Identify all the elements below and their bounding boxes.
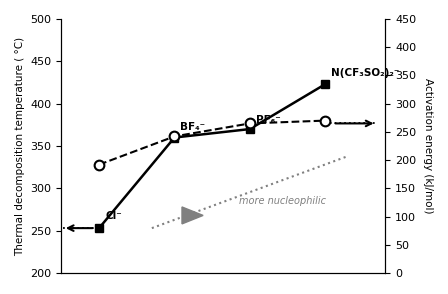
Text: more nucleophilic: more nucleophilic [238, 196, 326, 206]
Text: PF₆⁻: PF₆⁻ [256, 115, 280, 125]
Text: N(CF₃SO₂)₂⁻: N(CF₃SO₂)₂⁻ [331, 68, 400, 78]
Y-axis label: Thermal decomposition temperature ( °C): Thermal decomposition temperature ( °C) [15, 36, 25, 255]
Polygon shape [182, 207, 203, 224]
Text: BF₄⁻: BF₄⁻ [181, 122, 206, 132]
Y-axis label: Activation energy (kJ/mol): Activation energy (kJ/mol) [423, 78, 433, 214]
Text: Cl⁻: Cl⁻ [105, 211, 122, 221]
